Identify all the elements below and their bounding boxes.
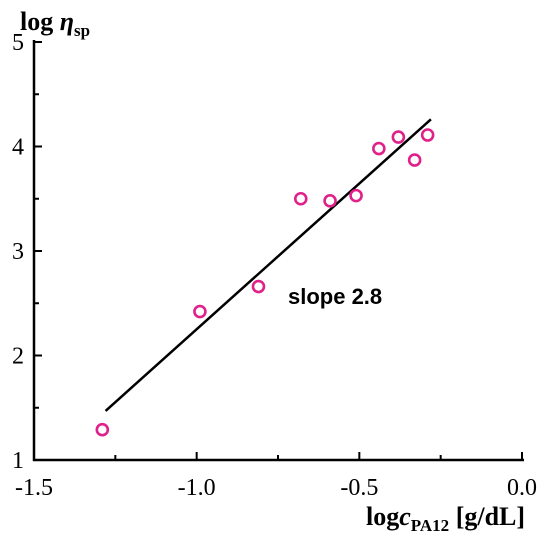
y-axis-label: log ηsp: [20, 7, 90, 40]
x-tick-label: -1.5: [15, 475, 53, 501]
data-points: [95, 128, 435, 437]
y-tick-label: 2: [12, 344, 24, 370]
data-point: [420, 128, 435, 142]
slope-annotation: slope 2.8: [288, 284, 382, 309]
y-tick-label: 3: [12, 239, 24, 265]
x-tick-label: -0.5: [340, 475, 378, 501]
fit-line-group: [104, 118, 432, 412]
data-point: [407, 153, 422, 167]
data-point: [323, 194, 337, 208]
data-point: [372, 141, 386, 156]
data-point: [391, 130, 406, 144]
axes: [32, 40, 524, 462]
x-tick-label: -1.0: [178, 475, 216, 501]
ticks: 1 2 3 4 5 -1.5 -1.0 -0.5 0.0: [12, 30, 537, 501]
fit-line: [104, 118, 432, 412]
data-point: [349, 188, 363, 203]
y-tick-label: 4: [12, 135, 24, 161]
data-point: [251, 279, 266, 294]
x-tick-label: 0.0: [507, 475, 537, 501]
y-tick-label: 5: [12, 30, 24, 56]
data-point: [193, 304, 207, 319]
x-axis-label: logcPA12 [g/dL]: [366, 502, 525, 535]
data-point: [293, 191, 308, 206]
data-point: [95, 422, 110, 437]
y-tick-label: 1: [12, 448, 24, 474]
